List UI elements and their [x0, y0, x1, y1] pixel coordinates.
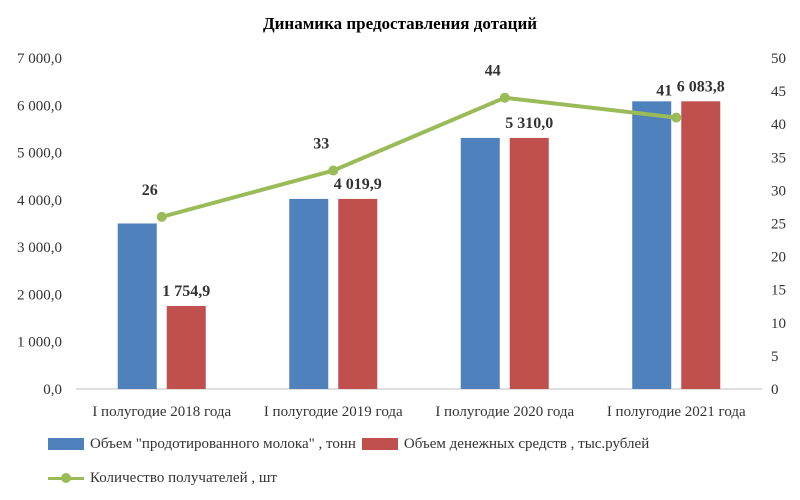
- right-tick-label: 35: [771, 150, 786, 166]
- left-tick-label: 6 000,0: [17, 98, 62, 114]
- right-tick-label: 10: [771, 316, 786, 332]
- right-tick-label: 25: [771, 217, 786, 233]
- legend-swatch-milk: [48, 438, 84, 450]
- left-tick-label: 3 000,0: [17, 240, 62, 256]
- line-data-label: 26: [142, 182, 158, 199]
- category-label: I полугодие 2020 года: [435, 404, 574, 420]
- line-point: [671, 112, 682, 123]
- right-tick-label: 15: [771, 283, 786, 299]
- line-data-label: 33: [313, 136, 329, 153]
- right-tick-label: 45: [771, 84, 786, 100]
- line-data-label: 41: [656, 83, 672, 100]
- line-point: [499, 92, 510, 103]
- line-series: [156, 92, 682, 222]
- bar: [117, 223, 157, 389]
- right-tick-label: 30: [771, 183, 786, 199]
- axes: 0,0 1 000,0 2 000,0 3 000,0 4 000,0 5 000,0 6 …: [17, 51, 786, 420]
- bar-data-label: 4 019,9: [334, 176, 382, 193]
- bar-data-label: 6 083,8: [677, 78, 725, 95]
- legend-item-recipients: Количество получателей , шт: [48, 470, 277, 487]
- category-label: I полугодие 2021 года: [607, 404, 746, 420]
- legend-label-money: Объем денежных средств , тыс.рублей: [403, 435, 650, 452]
- legend-label-recipients: Количество получателей , шт: [90, 469, 277, 486]
- bar-data-label: 5 310,0: [505, 115, 553, 132]
- series-line: [161, 95, 677, 219]
- left-tick-label: 7 000,0: [17, 51, 62, 67]
- bar: [460, 137, 500, 389]
- category-label: I полугодие 2018 года: [92, 404, 231, 420]
- right-tick-label: 40: [771, 117, 786, 133]
- right-tick-label: 5: [771, 349, 779, 365]
- bars: [117, 101, 721, 389]
- legend-item-money: Объем денежных средств , тыс.рублей: [361, 435, 650, 453]
- line-data-label: 44: [485, 63, 501, 80]
- bar: [509, 137, 549, 389]
- legend-swatch-money: [361, 438, 398, 450]
- right-tick-label: 50: [771, 51, 786, 67]
- left-tick-label: 0,0: [43, 382, 62, 398]
- left-tick-label: 4 000,0: [17, 193, 62, 209]
- right-tick-label: 20: [771, 250, 786, 266]
- legend: Объем "продотированного молока" , тонн О…: [48, 432, 768, 500]
- data-labels: 1 754,9 4 019,9 5 310,0 6 083,8 26 33 44 41: [142, 63, 725, 300]
- bar: [338, 198, 378, 389]
- legend-label-milk: Объем "продотированного молока" , тонн: [90, 435, 356, 452]
- chart: Динамика предоставления дотаций 0,0 1 000…: [17, 14, 786, 420]
- left-tick-label: 5 000,0: [17, 146, 62, 162]
- left-tick-label: 2 000,0: [17, 287, 62, 303]
- right-tick-label: 0: [771, 382, 779, 398]
- bar-data-label: 1 754,9: [162, 283, 210, 300]
- left-tick-label: 1 000,0: [17, 335, 62, 351]
- legend-row-2: Количество получателей , шт: [48, 466, 768, 490]
- bar: [289, 198, 329, 389]
- line-point: [156, 211, 167, 222]
- bar: [681, 101, 721, 389]
- legend-swatch-recipients: [48, 472, 84, 484]
- line-point: [328, 165, 339, 176]
- legend-item-milk: Объем "продотированного молока" , тонн: [48, 436, 356, 453]
- bar: [632, 101, 672, 389]
- category-label: I полугодие 2019 года: [264, 404, 403, 420]
- bar: [166, 306, 206, 389]
- chart-title: Динамика предоставления дотаций: [263, 14, 537, 33]
- legend-row-1: Объем "продотированного молока" , тонн О…: [48, 432, 768, 456]
